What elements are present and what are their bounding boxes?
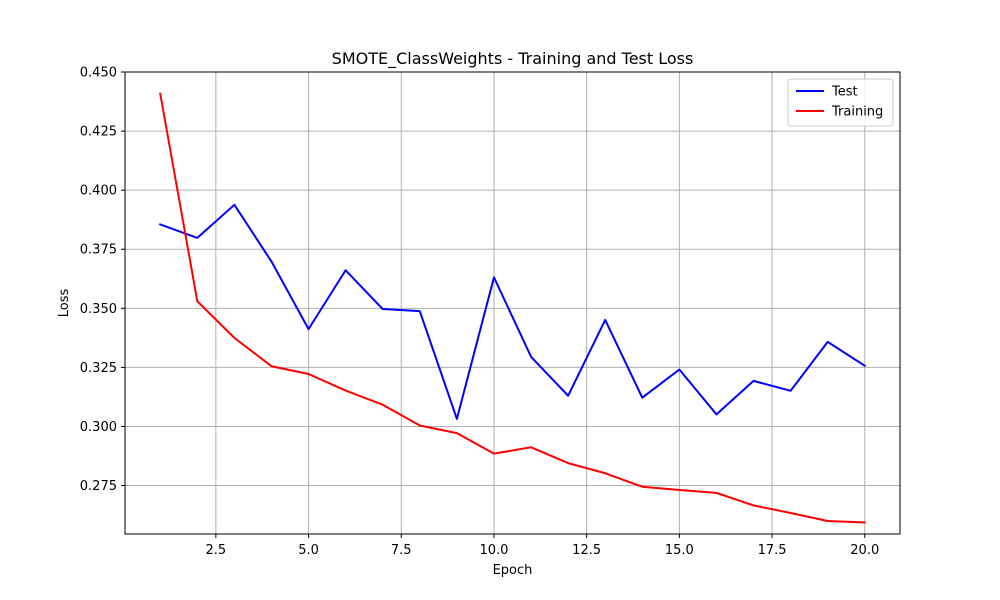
x-tick-label: 15.0: [665, 543, 694, 558]
legend: Test Training: [787, 78, 894, 127]
x-axis-title: Epoch: [493, 563, 533, 578]
y-tick-label: 0.425: [80, 125, 117, 140]
x-tick-label: 10.0: [479, 543, 508, 558]
x-tick-label: 17.5: [758, 543, 787, 558]
chart-title: SMOTE_ClassWeights - Training and Test L…: [332, 49, 694, 69]
series-layer: [158, 92, 867, 524]
x-tick-label: 20.0: [850, 543, 879, 558]
legend-label-training: Training: [831, 105, 883, 120]
grid: [125, 71, 900, 534]
series-line-training: [159, 92, 866, 524]
x-tick-label: 5.0: [298, 543, 319, 558]
y-tick-label: 0.450: [80, 66, 117, 81]
y-tick-label: 0.300: [80, 420, 117, 435]
y-tick-label: 0.400: [80, 184, 117, 199]
plot-frame: [124, 71, 901, 535]
y-tick-label: 0.325: [80, 361, 117, 376]
y-axis: 0.275 0.300 0.325 0.350 0.375 0.400 0.425 0.450: [80, 66, 125, 494]
x-tick-label: 7.5: [391, 543, 412, 558]
y-axis-title: Loss: [57, 289, 72, 318]
x-tick-label: 12.5: [572, 543, 601, 558]
x-axis: 2.5 5.0 7.5 10.0 12.5 15.0 17.5 20.0: [206, 534, 879, 558]
series-line-test: [158, 203, 867, 420]
legend-label-test: Test: [831, 85, 858, 100]
x-tick-label: 2.5: [206, 543, 227, 558]
y-tick-label: 0.350: [80, 302, 117, 317]
y-tick-label: 0.375: [80, 243, 117, 258]
y-tick-label: 0.275: [80, 479, 117, 494]
